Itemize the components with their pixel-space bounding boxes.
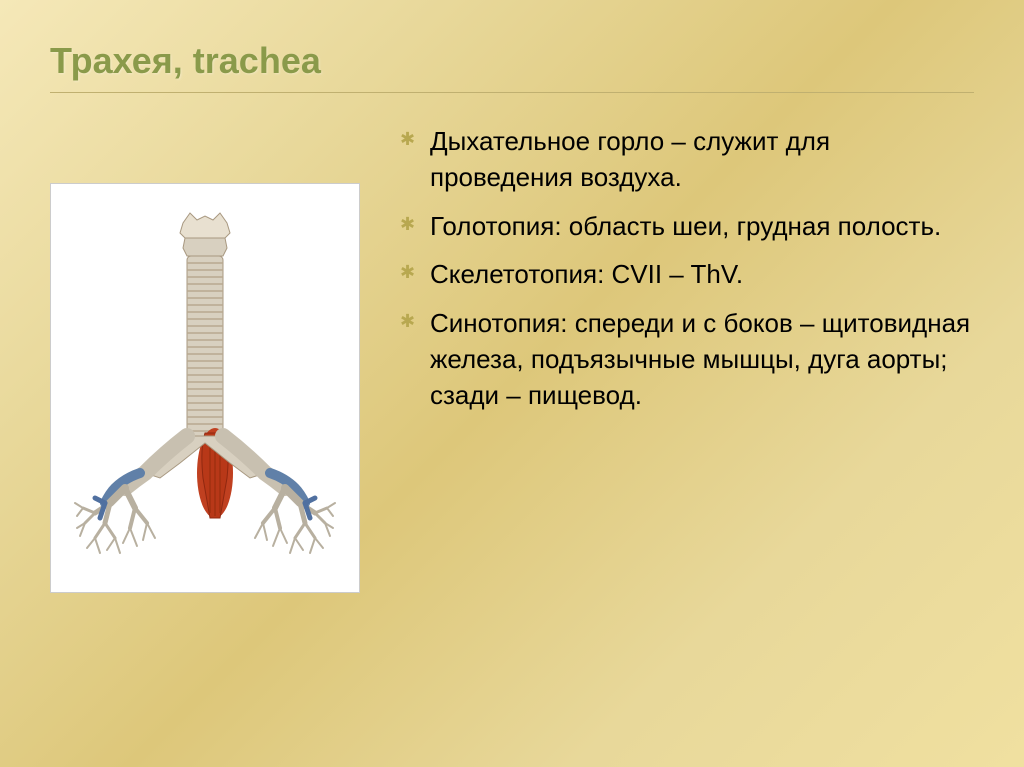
trachea-anatomical-diagram [65, 198, 345, 578]
bullet-list: Дыхательное горло – служит для проведени… [400, 123, 974, 414]
trachea-image-container [50, 183, 360, 593]
bullet-item: Дыхательное горло – служит для проведени… [400, 123, 974, 196]
trachea-tube [187, 256, 223, 436]
bullet-item: Синотопия: спереди и с боков – щитовидна… [400, 305, 974, 414]
left-bronchial-tree [75, 488, 155, 553]
right-bronchial-tree [255, 488, 335, 553]
content-area: Дыхательное горло – служит для проведени… [50, 123, 974, 593]
bullet-item: Голотопия: область шеи, грудная полость. [400, 208, 974, 244]
slide-title: Трахея, trachea [50, 40, 974, 93]
text-content: Дыхательное горло – служит для проведени… [380, 123, 974, 593]
bullet-item: Скелетотопия: CVII – ThV. [400, 256, 974, 292]
slide-container: Трахея, trachea [0, 0, 1024, 767]
